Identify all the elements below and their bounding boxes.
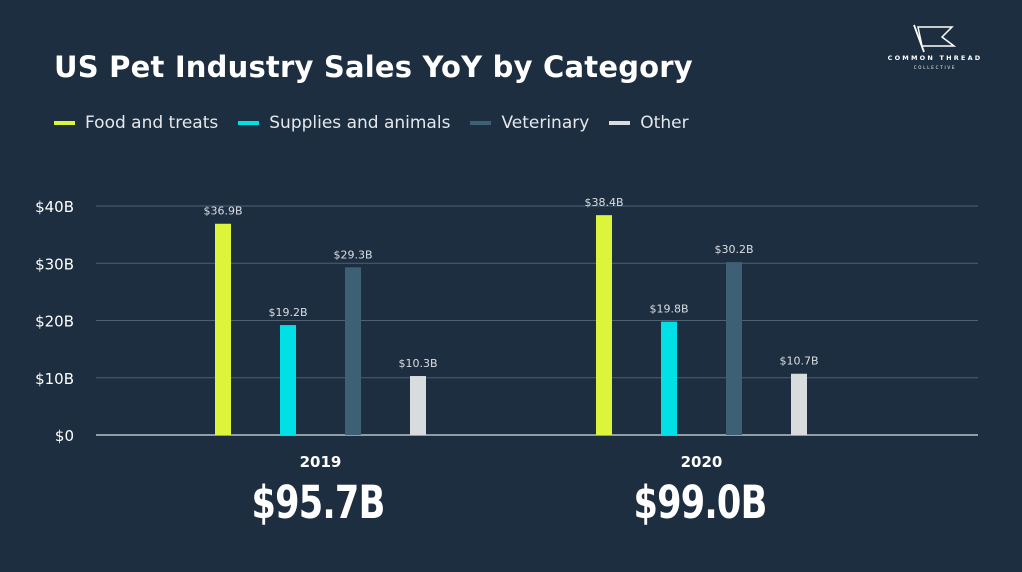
- bar: [791, 373, 807, 435]
- legend-item-veterinary: Veterinary: [470, 113, 589, 133]
- total-2020: $99.0B: [633, 476, 767, 529]
- data-label: $10.3B: [398, 357, 437, 370]
- legend-label-food: Food and treats: [85, 113, 219, 133]
- bar: [280, 325, 296, 435]
- totals-row: $95.7B $99.0B: [0, 476, 1022, 536]
- legend-swatch-other: [609, 121, 631, 125]
- y-tick-label: $20B: [35, 313, 74, 331]
- flag-icon: [913, 24, 957, 53]
- bar: [410, 376, 426, 435]
- legend-item-other: Other: [609, 113, 689, 133]
- logo-subtext: COLLECTIVE: [913, 65, 957, 70]
- legend-label-supplies: Supplies and animals: [269, 113, 451, 133]
- y-tick-label: $40B: [35, 198, 74, 216]
- legend-swatch-veterinary: [470, 121, 492, 125]
- data-label: $36.9B: [203, 205, 242, 218]
- data-label: $30.2B: [714, 243, 753, 256]
- brand-logo: COMMON THREAD COLLECTIVE: [880, 24, 990, 76]
- y-tick-label: $0: [55, 427, 74, 445]
- bar: [215, 223, 231, 435]
- x-tick-label: 2020: [681, 453, 723, 471]
- bar: [661, 321, 677, 435]
- legend-label-other: Other: [640, 113, 689, 133]
- legend-swatch-food: [54, 121, 75, 125]
- total-2019: $95.7B: [251, 476, 385, 529]
- legend-item-food: Food and treats: [54, 113, 218, 133]
- data-label: $19.2B: [268, 306, 307, 319]
- data-label: $19.8B: [649, 303, 688, 316]
- y-tick-label: $30B: [35, 255, 74, 273]
- data-label: $38.4B: [584, 196, 623, 209]
- x-tick-label: 2019: [300, 453, 342, 471]
- legend-swatch-supplies: [238, 121, 260, 125]
- legend: Food and treats Supplies and animals Vet…: [54, 113, 709, 133]
- data-label: $10.7B: [779, 355, 818, 368]
- logo-wordmark: COMMON THREAD: [887, 54, 983, 62]
- chart-title: US Pet Industry Sales YoY by Category: [54, 50, 693, 84]
- legend-label-veterinary: Veterinary: [501, 113, 590, 133]
- legend-item-supplies: Supplies and animals: [238, 113, 450, 133]
- data-label: $29.3B: [333, 248, 372, 261]
- bar: [345, 267, 361, 435]
- y-tick-label: $10B: [35, 370, 74, 388]
- bar: [596, 215, 612, 435]
- bar: [726, 262, 742, 435]
